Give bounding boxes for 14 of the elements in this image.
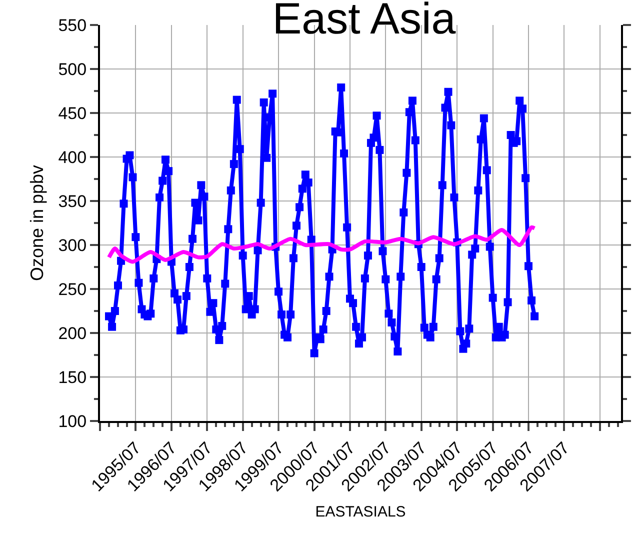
y-tick-label: 150	[58, 368, 87, 387]
y-tick-label: 300	[58, 236, 87, 255]
y-tick-label: 250	[58, 280, 87, 299]
y-axis-title: Ozone in ppbv	[26, 164, 47, 282]
y-tick-label: 200	[58, 324, 87, 343]
y-tick-label: 550	[58, 16, 87, 35]
line-series	[106, 225, 537, 264]
chart-title: East Asia	[272, 0, 456, 44]
y-tick-label: 500	[58, 60, 87, 79]
y-tick-label: 350	[58, 192, 87, 211]
y-tick-label: 400	[58, 148, 87, 167]
y-tick-label: 450	[58, 104, 87, 123]
y-tick-label: 100	[58, 412, 87, 431]
x-axis-title: EASTASIALS	[315, 504, 406, 521]
